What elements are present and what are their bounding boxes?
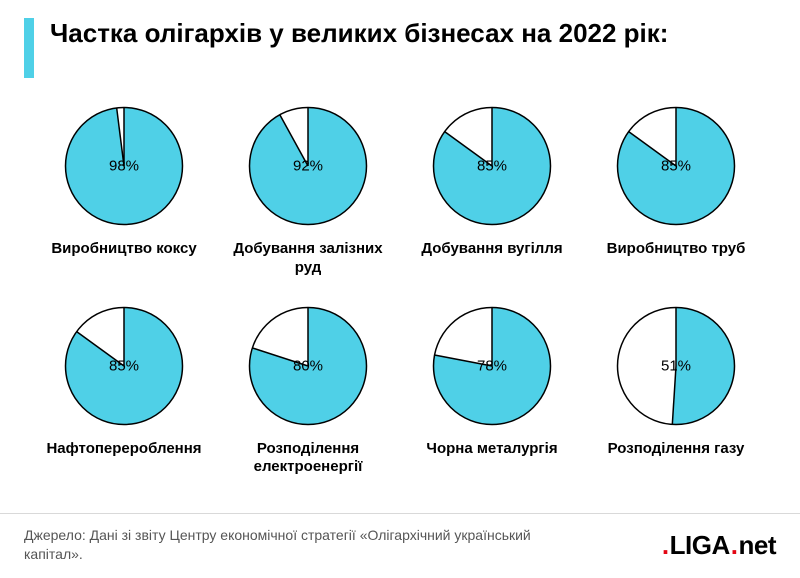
pie-value-label: 80% (293, 357, 323, 374)
pie-value-label: 92% (293, 158, 323, 175)
page-title: Частка олігархів у великих бізнесах на 2… (50, 18, 668, 49)
pie-category-label: Розподілення газу (608, 440, 745, 459)
header: Частка олігархів у великих бізнесах на 2… (0, 0, 800, 86)
logo-main: LIGA (670, 530, 730, 561)
logo-dot-left: . (662, 530, 669, 561)
pie: 78% (432, 306, 552, 426)
pie-category-label: Добування вугілля (421, 240, 562, 259)
pie-category-label: Добування залізних руд (224, 240, 392, 278)
pie-cell: 85% Нафтоперероблення (40, 306, 208, 478)
pie-value-label: 85% (477, 158, 507, 175)
pie: 98% (64, 106, 184, 226)
pie-category-label: Виробництво труб (607, 240, 746, 259)
pie: 85% (432, 106, 552, 226)
pie-category-label: Чорна металургія (426, 440, 557, 459)
logo-suffix: net (739, 530, 777, 561)
pie: 85% (616, 106, 736, 226)
pie: 80% (248, 306, 368, 426)
pie-cell: 78% Чорна металургія (408, 306, 576, 478)
pie-value-label: 78% (477, 357, 507, 374)
pie-cell: 80% Розподілення електроенергії (224, 306, 392, 478)
logo-dot-right: . (731, 530, 738, 561)
pie: 92% (248, 106, 368, 226)
pie-cell: 92% Добування залізних руд (224, 106, 392, 278)
pie-category-label: Нафтоперероблення (46, 440, 201, 459)
pie-cell: 98% Виробництво коксу (40, 106, 208, 278)
pie-category-label: Виробництво коксу (51, 240, 196, 259)
pie-value-label: 51% (661, 357, 691, 374)
pie-category-label: Розподілення електроенергії (224, 440, 392, 478)
pie-cell: 85% Виробництво труб (592, 106, 760, 278)
accent-bar (24, 18, 34, 78)
pie-cell: 85% Добування вугілля (408, 106, 576, 278)
logo: . LIGA . net (661, 530, 776, 561)
pie-value-label: 98% (109, 158, 139, 175)
pie: 51% (616, 306, 736, 426)
pie-value-label: 85% (661, 158, 691, 175)
pie: 85% (64, 306, 184, 426)
source-text: Джерело: Дані зі звіту Центру економічно… (24, 526, 544, 564)
pie-grid: 98% Виробництво коксу 92% Добування залізни… (0, 86, 800, 487)
footer: Джерело: Дані зі звіту Центру економічно… (0, 513, 800, 578)
pie-value-label: 85% (109, 357, 139, 374)
pie-cell: 51% Розподілення газу (592, 306, 760, 478)
